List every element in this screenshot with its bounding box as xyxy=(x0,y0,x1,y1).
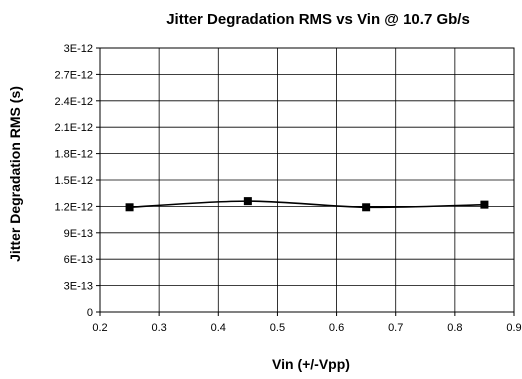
y-tick-label: 0 xyxy=(87,307,93,319)
data-point-marker xyxy=(125,203,134,212)
y-axis-title: Jitter Degradation RMS (s) xyxy=(7,86,23,262)
y-tick-label: 6E-13 xyxy=(64,254,93,266)
series xyxy=(125,197,489,212)
data-point-marker xyxy=(243,197,252,206)
x-tick-label: 0.7 xyxy=(388,322,403,334)
series-line xyxy=(129,200,485,209)
x-tick-label: 0.4 xyxy=(211,322,226,334)
x-tick-label: 0.9 xyxy=(506,322,521,334)
axis-ticks: 0.2 0.3 0.4 0.5 0.6 0.7 0.8 0.9 0 3E-13 6E-13 9E-13… xyxy=(54,43,521,334)
x-tick-label: 0.5 xyxy=(270,322,285,334)
x-tick-label: 0.8 xyxy=(447,322,462,334)
chart-title: Jitter Degradation RMS vs Vin @ 10.7 Gb/… xyxy=(166,11,470,28)
y-tick-label: 3E-13 xyxy=(64,281,93,293)
grid xyxy=(99,47,515,313)
x-tick-label: 0.6 xyxy=(329,322,344,334)
data-point-marker xyxy=(480,200,489,209)
y-tick-label: 1.8E-12 xyxy=(54,149,93,161)
x-tick-label: 0.2 xyxy=(92,322,107,334)
x-tick-label: 0.3 xyxy=(151,322,166,334)
y-tick-label: 2.1E-12 xyxy=(54,122,93,134)
y-tick-label: 3E-12 xyxy=(64,43,93,55)
data-point-marker xyxy=(362,203,371,212)
y-tick-label: 2.4E-12 xyxy=(54,96,93,108)
y-tick-label: 9E-13 xyxy=(64,228,93,240)
y-tick-label: 2.7E-12 xyxy=(54,69,93,81)
y-tick-label: 1.2E-12 xyxy=(54,201,93,213)
y-tick-label: 1.5E-12 xyxy=(54,175,93,187)
x-axis-title: Vin (+/-Vpp) xyxy=(272,356,350,372)
